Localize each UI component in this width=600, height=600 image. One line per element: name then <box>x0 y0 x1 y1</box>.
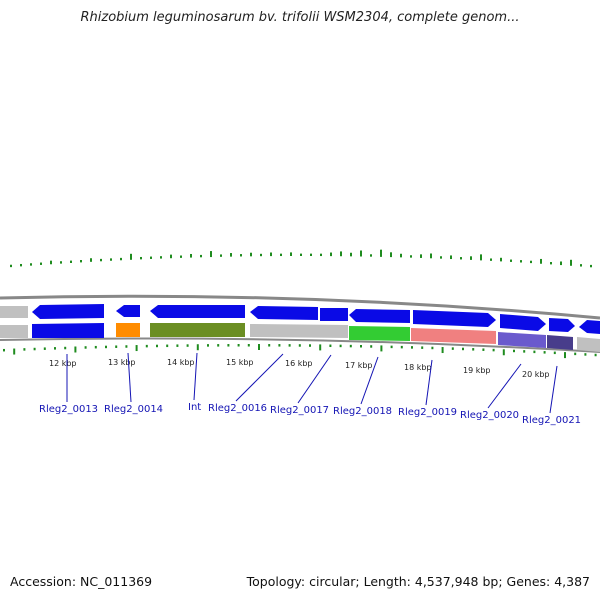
scale-label-13kbp: 13 kbp <box>108 358 136 367</box>
scale-label-16kbp: 16 kbp <box>285 359 313 368</box>
gene-label-rleg2_0014[interactable]: Rleg2_0014 <box>104 404 163 415</box>
feature-cds-0014-fwd[interactable] <box>116 305 140 317</box>
feature-gray-left[interactable] <box>0 306 28 318</box>
leader-line-rleg2_0017 <box>297 354 332 404</box>
map-title: Rhizobium leguminosarum bv. trifolii WSM… <box>80 10 520 25</box>
feature-cds-0020-fwd[interactable] <box>500 314 546 331</box>
feature-0021[interactable] <box>547 335 573 350</box>
scale-label-12kbp: 12 kbp <box>49 359 77 368</box>
feature-track <box>0 323 600 352</box>
feature-gray-c[interactable] <box>577 337 600 352</box>
feature-gray-b[interactable] <box>250 324 348 338</box>
scale-label-19kbp: 19 kbp <box>463 366 491 375</box>
gene-label-int[interactable]: Int <box>188 402 201 413</box>
leader-line-rleg2_0019 <box>425 359 433 406</box>
scale-ticks <box>3 344 597 359</box>
feature-cds-0016-fwd[interactable] <box>250 306 318 320</box>
leader-line-int <box>193 352 198 401</box>
gene-label-rleg2_0013[interactable]: Rleg2_0013 <box>39 404 98 415</box>
gene-label-rleg2_0017[interactable]: Rleg2_0017 <box>270 405 329 416</box>
backbone-inner <box>0 337 600 353</box>
feature-cds-0018-fwd[interactable] <box>349 309 410 323</box>
gene-label-rleg2_0020[interactable]: Rleg2_0020 <box>460 410 519 421</box>
accession-text: Accession: NC_011369 <box>10 574 153 589</box>
gene-labels: Rleg2_0013 Rleg2_0014 Int Rleg2_0016 Rleg2_0… <box>39 352 581 426</box>
feature-int[interactable] <box>150 323 245 337</box>
scale-label-20kbp: 20 kbp <box>522 370 550 379</box>
genome-summary-text: Topology: circular; Length: 4,537,948 bp… <box>246 574 590 589</box>
feature-cds-right-fwd[interactable] <box>579 320 600 334</box>
scale-label-14kbp: 14 kbp <box>167 358 195 367</box>
gene-label-rleg2_0018[interactable]: Rleg2_0018 <box>333 406 392 417</box>
gene-label-rleg2_0016[interactable]: Rleg2_0016 <box>208 403 267 414</box>
feature-rna-0014[interactable] <box>116 323 140 337</box>
leader-line-rleg2_0014 <box>127 352 132 403</box>
feature-cds-0017-fwd[interactable] <box>320 308 348 321</box>
leader-line-rleg2_0018 <box>360 356 379 405</box>
gene-label-rleg2_0019[interactable]: Rleg2_0019 <box>398 407 457 418</box>
leader-line-rleg2_0016 <box>235 353 284 402</box>
feature-cds-0019-fwd[interactable] <box>413 310 496 327</box>
feature-gray-a[interactable] <box>0 325 28 338</box>
forward-track <box>0 304 600 334</box>
leader-line-rleg2_0021 <box>549 365 558 414</box>
scale-label-17kbp: 17 kbp <box>345 361 373 370</box>
feature-cds-0013-fwd[interactable] <box>32 304 104 319</box>
feature-cds-0021-fwd[interactable] <box>549 318 575 332</box>
gc-content-ticks <box>10 249 592 268</box>
gene-label-rleg2_0021[interactable]: Rleg2_0021 <box>522 415 581 426</box>
feature-0018[interactable] <box>349 326 410 341</box>
feature-0020[interactable] <box>498 332 546 348</box>
scale-labels: 12 kbp 13 kbp 14 kbp 15 kbp 16 kbp 17 kbp 18 k… <box>49 358 550 379</box>
feature-cds-0013[interactable] <box>32 323 104 338</box>
backbone-outer <box>0 294 600 320</box>
scale-label-15kbp: 15 kbp <box>226 358 254 367</box>
leader-line-rleg2_0020 <box>487 363 522 409</box>
scale-label-18kbp: 18 kbp <box>404 363 432 372</box>
feature-cds-int-fwd[interactable] <box>150 305 245 318</box>
feature-0019[interactable] <box>411 328 496 344</box>
